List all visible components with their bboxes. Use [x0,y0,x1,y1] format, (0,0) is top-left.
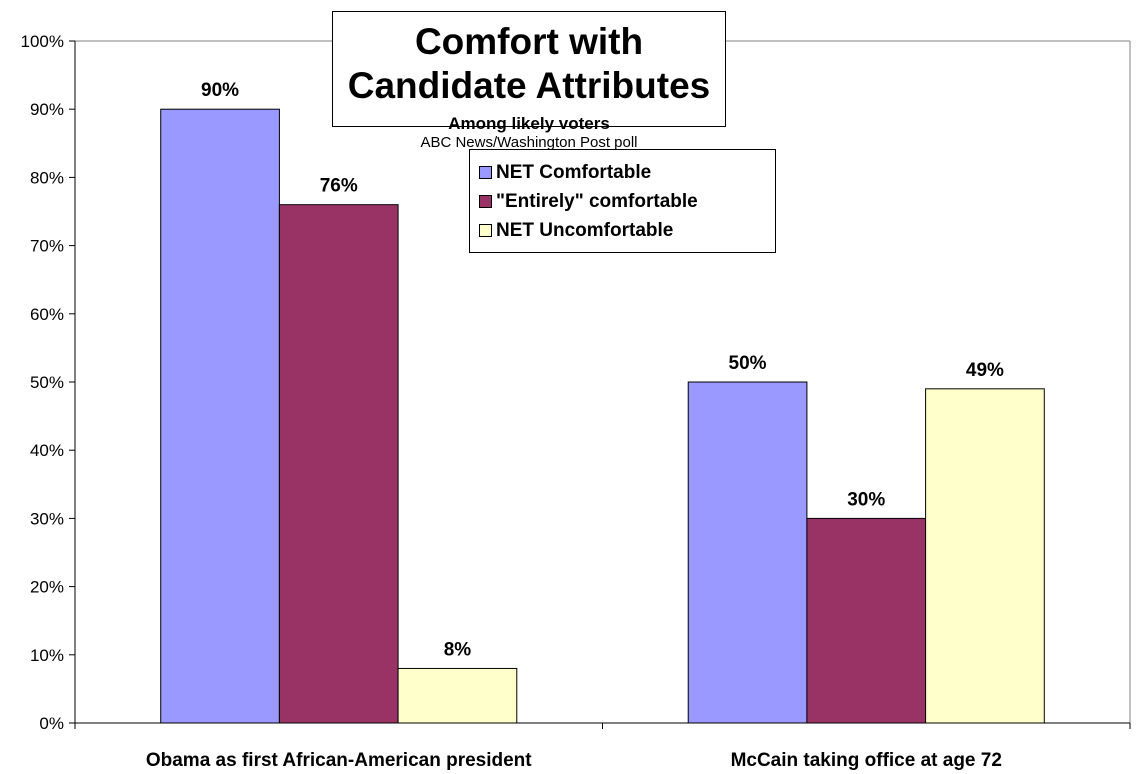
legend-item-entirely-comfortable: "Entirely" comfortable [479,187,775,216]
chart-title: Comfort with Candidate Attributes [347,21,711,106]
legend-item-net-comfortable: NET Comfortable [479,158,775,187]
y-tick-label: 100% [21,32,64,51]
y-tick-label: 50% [30,373,64,392]
bar [925,388,1045,724]
y-tick-label: 60% [30,305,64,324]
data-label: 30% [847,489,885,510]
y-tick-label: 90% [30,100,64,119]
y-tick-label: 10% [30,646,64,665]
data-label: 90% [201,80,239,101]
data-label: 76% [320,176,358,197]
legend-swatch [479,166,492,179]
data-label: 49% [966,360,1004,381]
y-tick-label: 30% [30,509,64,528]
chart-legend: NET Comfortable "Entirely" comfortable N… [469,149,776,253]
legend-label: NET Comfortable [496,161,652,183]
bar [397,667,518,724]
y-tick-label: 80% [30,168,64,187]
y-tick-label: 40% [30,441,64,460]
legend-swatch [479,195,492,208]
data-label: 50% [729,353,767,374]
legend-item-net-uncomfortable: NET Uncomfortable [479,216,775,245]
bar [160,108,280,724]
y-tick-label: 0% [39,714,64,733]
y-tick-label: 20% [30,578,64,597]
x-category-label: Obama as first African-American presiden… [146,750,532,771]
chart-source: ABC News/Washington Post poll [420,134,638,151]
legend-label: "Entirely" comfortable [496,190,698,212]
bar [278,204,399,724]
x-category-label: McCain taking office at age 72 [731,750,1002,771]
chart-title-box: Comfort with Candidate Attributes Among … [332,11,726,151]
bar [687,381,808,724]
chart-subtitle: Among likely voters [448,114,610,133]
legend-swatch [479,224,492,237]
legend-label: NET Uncomfortable [496,219,674,241]
data-label: 8% [444,639,472,660]
y-tick-label: 70% [30,237,64,256]
bar [806,517,927,724]
